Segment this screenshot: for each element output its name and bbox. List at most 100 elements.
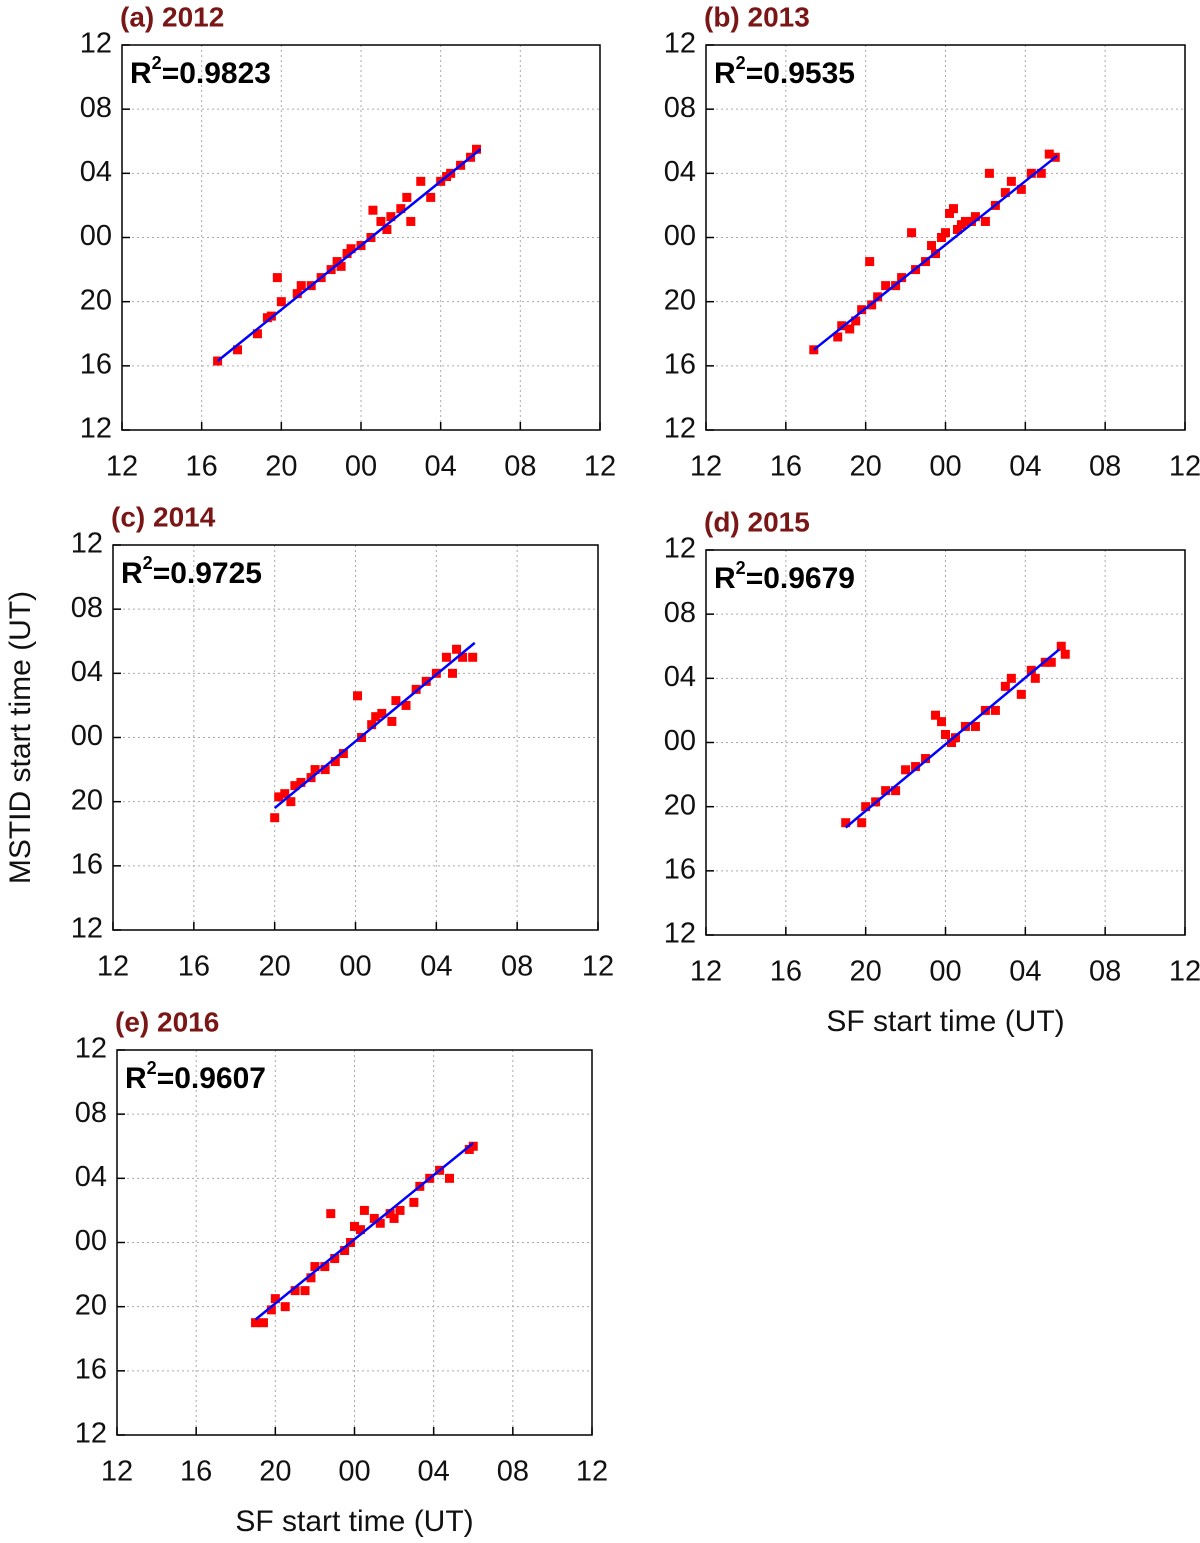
x-axis-label: SF start time (UT) xyxy=(235,1505,473,1538)
point xyxy=(1006,176,1016,186)
y-tick-label: 08 xyxy=(664,92,696,124)
y-axis-label: MSTID start time (UT) xyxy=(4,591,37,884)
point xyxy=(296,281,306,291)
point xyxy=(970,721,980,731)
point xyxy=(252,329,262,339)
x-tick-label: 12 xyxy=(690,956,722,988)
point xyxy=(458,652,468,662)
panel-title: (b) 2013 xyxy=(704,1,810,32)
point xyxy=(332,257,342,267)
r-squared-part: =0.9679 xyxy=(746,562,855,595)
point xyxy=(891,786,901,796)
point xyxy=(290,1286,300,1296)
point xyxy=(330,757,340,767)
point xyxy=(1016,689,1026,699)
y-tick-label: 20 xyxy=(664,789,696,821)
point xyxy=(306,1273,316,1283)
y-tick-label: 12 xyxy=(664,28,696,60)
point xyxy=(941,729,950,739)
point xyxy=(376,216,386,226)
panel-title: (d) 2015 xyxy=(704,506,810,537)
point xyxy=(1026,168,1036,178)
plot-frame xyxy=(705,549,1186,936)
plot-frame xyxy=(112,544,599,931)
point xyxy=(233,345,243,355)
y-tick-label: 00 xyxy=(71,720,103,752)
panel: 12 16 20 00 04 08 12 12 16 20 00 04 08 12 (c) 2014 R2=0… xyxy=(4,501,614,982)
point xyxy=(960,216,970,226)
x-tick-label: 20 xyxy=(265,451,297,483)
point xyxy=(385,1209,395,1219)
point xyxy=(952,224,962,234)
y-tick-label: 04 xyxy=(71,656,103,688)
point xyxy=(990,705,1000,715)
point xyxy=(948,204,958,214)
point xyxy=(966,216,976,226)
point xyxy=(387,716,397,726)
x-tick-label: 12 xyxy=(576,1456,608,1488)
point xyxy=(1060,649,1070,659)
point xyxy=(1026,665,1036,675)
point xyxy=(931,710,941,720)
point xyxy=(355,1225,365,1235)
r-squared: R2=0.9823 xyxy=(130,53,271,90)
point xyxy=(1044,149,1054,159)
r-squared-part: 2 xyxy=(143,553,153,573)
x-tick-label: 20 xyxy=(259,951,291,983)
point xyxy=(937,233,947,242)
point xyxy=(837,321,847,331)
y-tick-label: 12 xyxy=(80,413,112,445)
y-tick-label: 16 xyxy=(75,1353,107,1385)
r-squared-part: R xyxy=(130,57,152,90)
y-tick-label: 00 xyxy=(664,725,696,757)
r-squared: R2=0.9725 xyxy=(121,553,262,590)
point xyxy=(296,777,306,787)
y-tick-label: 20 xyxy=(75,1289,107,1321)
point xyxy=(873,292,883,302)
point xyxy=(402,192,412,202)
point xyxy=(911,762,921,772)
x-tick-label: 20 xyxy=(259,1456,291,1488)
y-tick-label: 20 xyxy=(71,784,103,816)
point xyxy=(833,332,843,342)
x-tick-label: 08 xyxy=(1089,956,1121,988)
y-tick-label: 12 xyxy=(71,528,103,560)
point xyxy=(841,818,851,828)
y-tick-label: 12 xyxy=(664,918,696,950)
plot-frame xyxy=(705,44,1186,431)
point xyxy=(897,273,907,283)
fit-line xyxy=(273,641,476,810)
y-tick-label: 12 xyxy=(80,28,112,60)
point xyxy=(411,684,421,694)
point xyxy=(336,261,346,271)
point xyxy=(359,1205,369,1215)
point xyxy=(270,1294,280,1304)
point xyxy=(944,208,954,218)
y-tick-label: 04 xyxy=(75,1161,107,1193)
fit-line xyxy=(216,148,482,362)
r-squared: R2=0.9607 xyxy=(125,1058,266,1095)
point xyxy=(950,733,960,743)
r-squared-part: 2 xyxy=(152,53,162,73)
point xyxy=(845,324,855,334)
y-tick-label: 12 xyxy=(71,913,103,945)
x-tick-label: 04 xyxy=(425,451,457,483)
point xyxy=(274,792,284,802)
point xyxy=(342,249,352,259)
x-tick-label: 00 xyxy=(339,951,371,983)
panel: 12 16 20 00 04 08 12 12 16 20 00 04 08 12 (e) 2016 R2=0… xyxy=(75,1006,608,1538)
point xyxy=(382,224,392,234)
point xyxy=(941,228,950,238)
x-tick-label: 12 xyxy=(97,951,129,983)
x-tick-label: 00 xyxy=(345,451,377,483)
y-tick-label: 08 xyxy=(71,592,103,624)
point xyxy=(286,797,296,807)
fit-line xyxy=(844,648,1061,829)
x-tick-label: 00 xyxy=(338,1456,370,1488)
x-tick-label: 12 xyxy=(1169,956,1200,988)
r-squared-part: =0.9607 xyxy=(157,1062,266,1095)
x-tick-label: 04 xyxy=(420,951,452,983)
point xyxy=(881,786,891,796)
r-squared: R2=0.9679 xyxy=(714,558,855,595)
